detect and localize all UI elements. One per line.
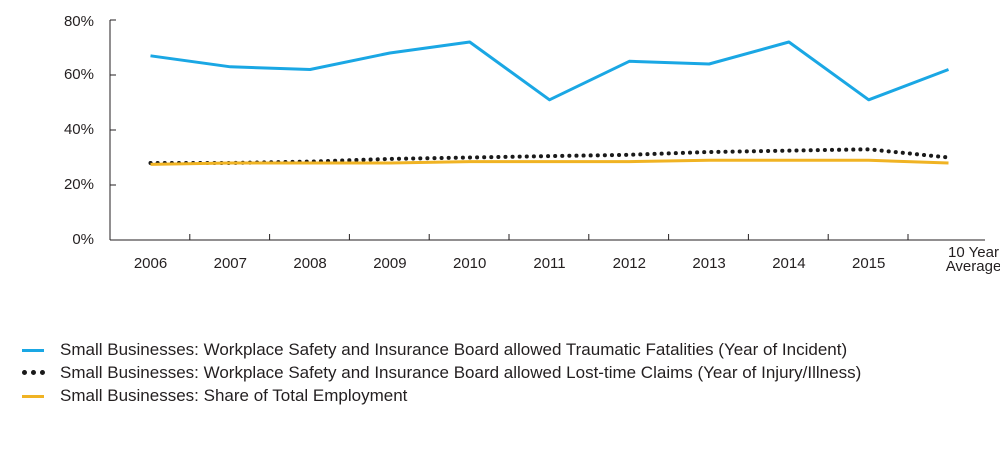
data-point-s1-5 [549, 155, 551, 157]
legend-swatch-lost-time-claims [22, 370, 45, 375]
data-point-s0-3 [389, 52, 391, 54]
data-point-s1-4 [469, 157, 471, 159]
y-tick-label: 40% [64, 121, 94, 138]
data-point-s0-4 [469, 41, 471, 43]
data-point-s0-10 [948, 69, 950, 71]
data-point-s0-6 [628, 60, 630, 62]
legend-item-employment-share: Small Businesses: Share of Total Employm… [22, 384, 992, 407]
x-tick-label: 2006 [134, 255, 167, 272]
data-point-s2-5 [549, 161, 551, 163]
y-tick-label: 80% [64, 13, 94, 30]
legend-label-employment-share: Small Businesses: Share of Total Employm… [60, 386, 408, 405]
y-axis-ticks: 80% 60% 40% 20% 0% [64, 13, 116, 248]
data-point-s0-7 [708, 63, 710, 65]
data-point-s2-10 [948, 162, 950, 164]
data-point-s0-1 [229, 66, 231, 68]
x-tick-label: 10 Year Average [946, 244, 1000, 275]
series-line-2 [150, 158, 949, 166]
x-tick-label: 2015 [852, 255, 885, 272]
series-line-0 [150, 40, 950, 102]
chart-series [148, 40, 951, 166]
data-point-s2-1 [229, 162, 231, 164]
data-point-s2-8 [788, 159, 790, 161]
x-axis-ticks: 2006 2007 2008 2009 2010 2011 2012 2013 2014 2015… [109, 234, 1000, 275]
legend-item-lost-time-claims: Small Businesses: Workplace Safety and I… [22, 361, 992, 384]
data-point-s2-7 [708, 159, 710, 161]
y-tick-label: 0% [72, 231, 94, 248]
y-tick-label: 60% [64, 66, 94, 83]
data-point-s0-9 [868, 99, 870, 101]
x-tick-label: 2012 [613, 255, 646, 272]
data-point-s0-0 [150, 55, 152, 57]
data-point-s2-4 [469, 161, 471, 163]
data-point-s1-3 [389, 158, 391, 160]
legend-label-fatalities: Small Businesses: Workplace Safety and I… [60, 340, 848, 359]
legend-swatch-fatalities [22, 349, 44, 352]
y-tick-label: 20% [64, 176, 94, 193]
data-point-s0-8 [788, 41, 790, 43]
data-point-s0-2 [309, 69, 311, 71]
data-point-s2-2 [309, 162, 311, 164]
data-point-s1-7 [708, 151, 710, 153]
data-point-s1-9 [868, 148, 870, 150]
legend-swatch-employment-share [22, 395, 44, 398]
chart-legend: Small Businesses: Workplace Safety and I… [22, 338, 992, 407]
x-tick-label: 2007 [214, 255, 247, 272]
legend-item-fatalities: Small Businesses: Workplace Safety and I… [22, 338, 992, 361]
chart-axes [109, 20, 985, 241]
data-point-s2-6 [628, 161, 630, 163]
data-point-s1-10 [948, 157, 950, 159]
data-point-s2-0 [150, 163, 152, 165]
x-tick-label: 2013 [692, 255, 725, 272]
x-tick-label: 2009 [373, 255, 406, 272]
x-tick-label: 2014 [772, 255, 805, 272]
x-tick-label: 2008 [293, 255, 326, 272]
data-point-s1-6 [628, 154, 630, 156]
legend-label-lost-time-claims: Small Businesses: Workplace Safety and I… [60, 363, 862, 382]
data-point-s2-3 [389, 162, 391, 164]
x-tick-label: 2011 [533, 255, 565, 272]
data-point-s2-9 [868, 159, 870, 161]
data-point-s0-5 [549, 99, 551, 101]
x-tick-label: 2010 [453, 255, 486, 272]
data-point-s1-8 [788, 150, 790, 152]
